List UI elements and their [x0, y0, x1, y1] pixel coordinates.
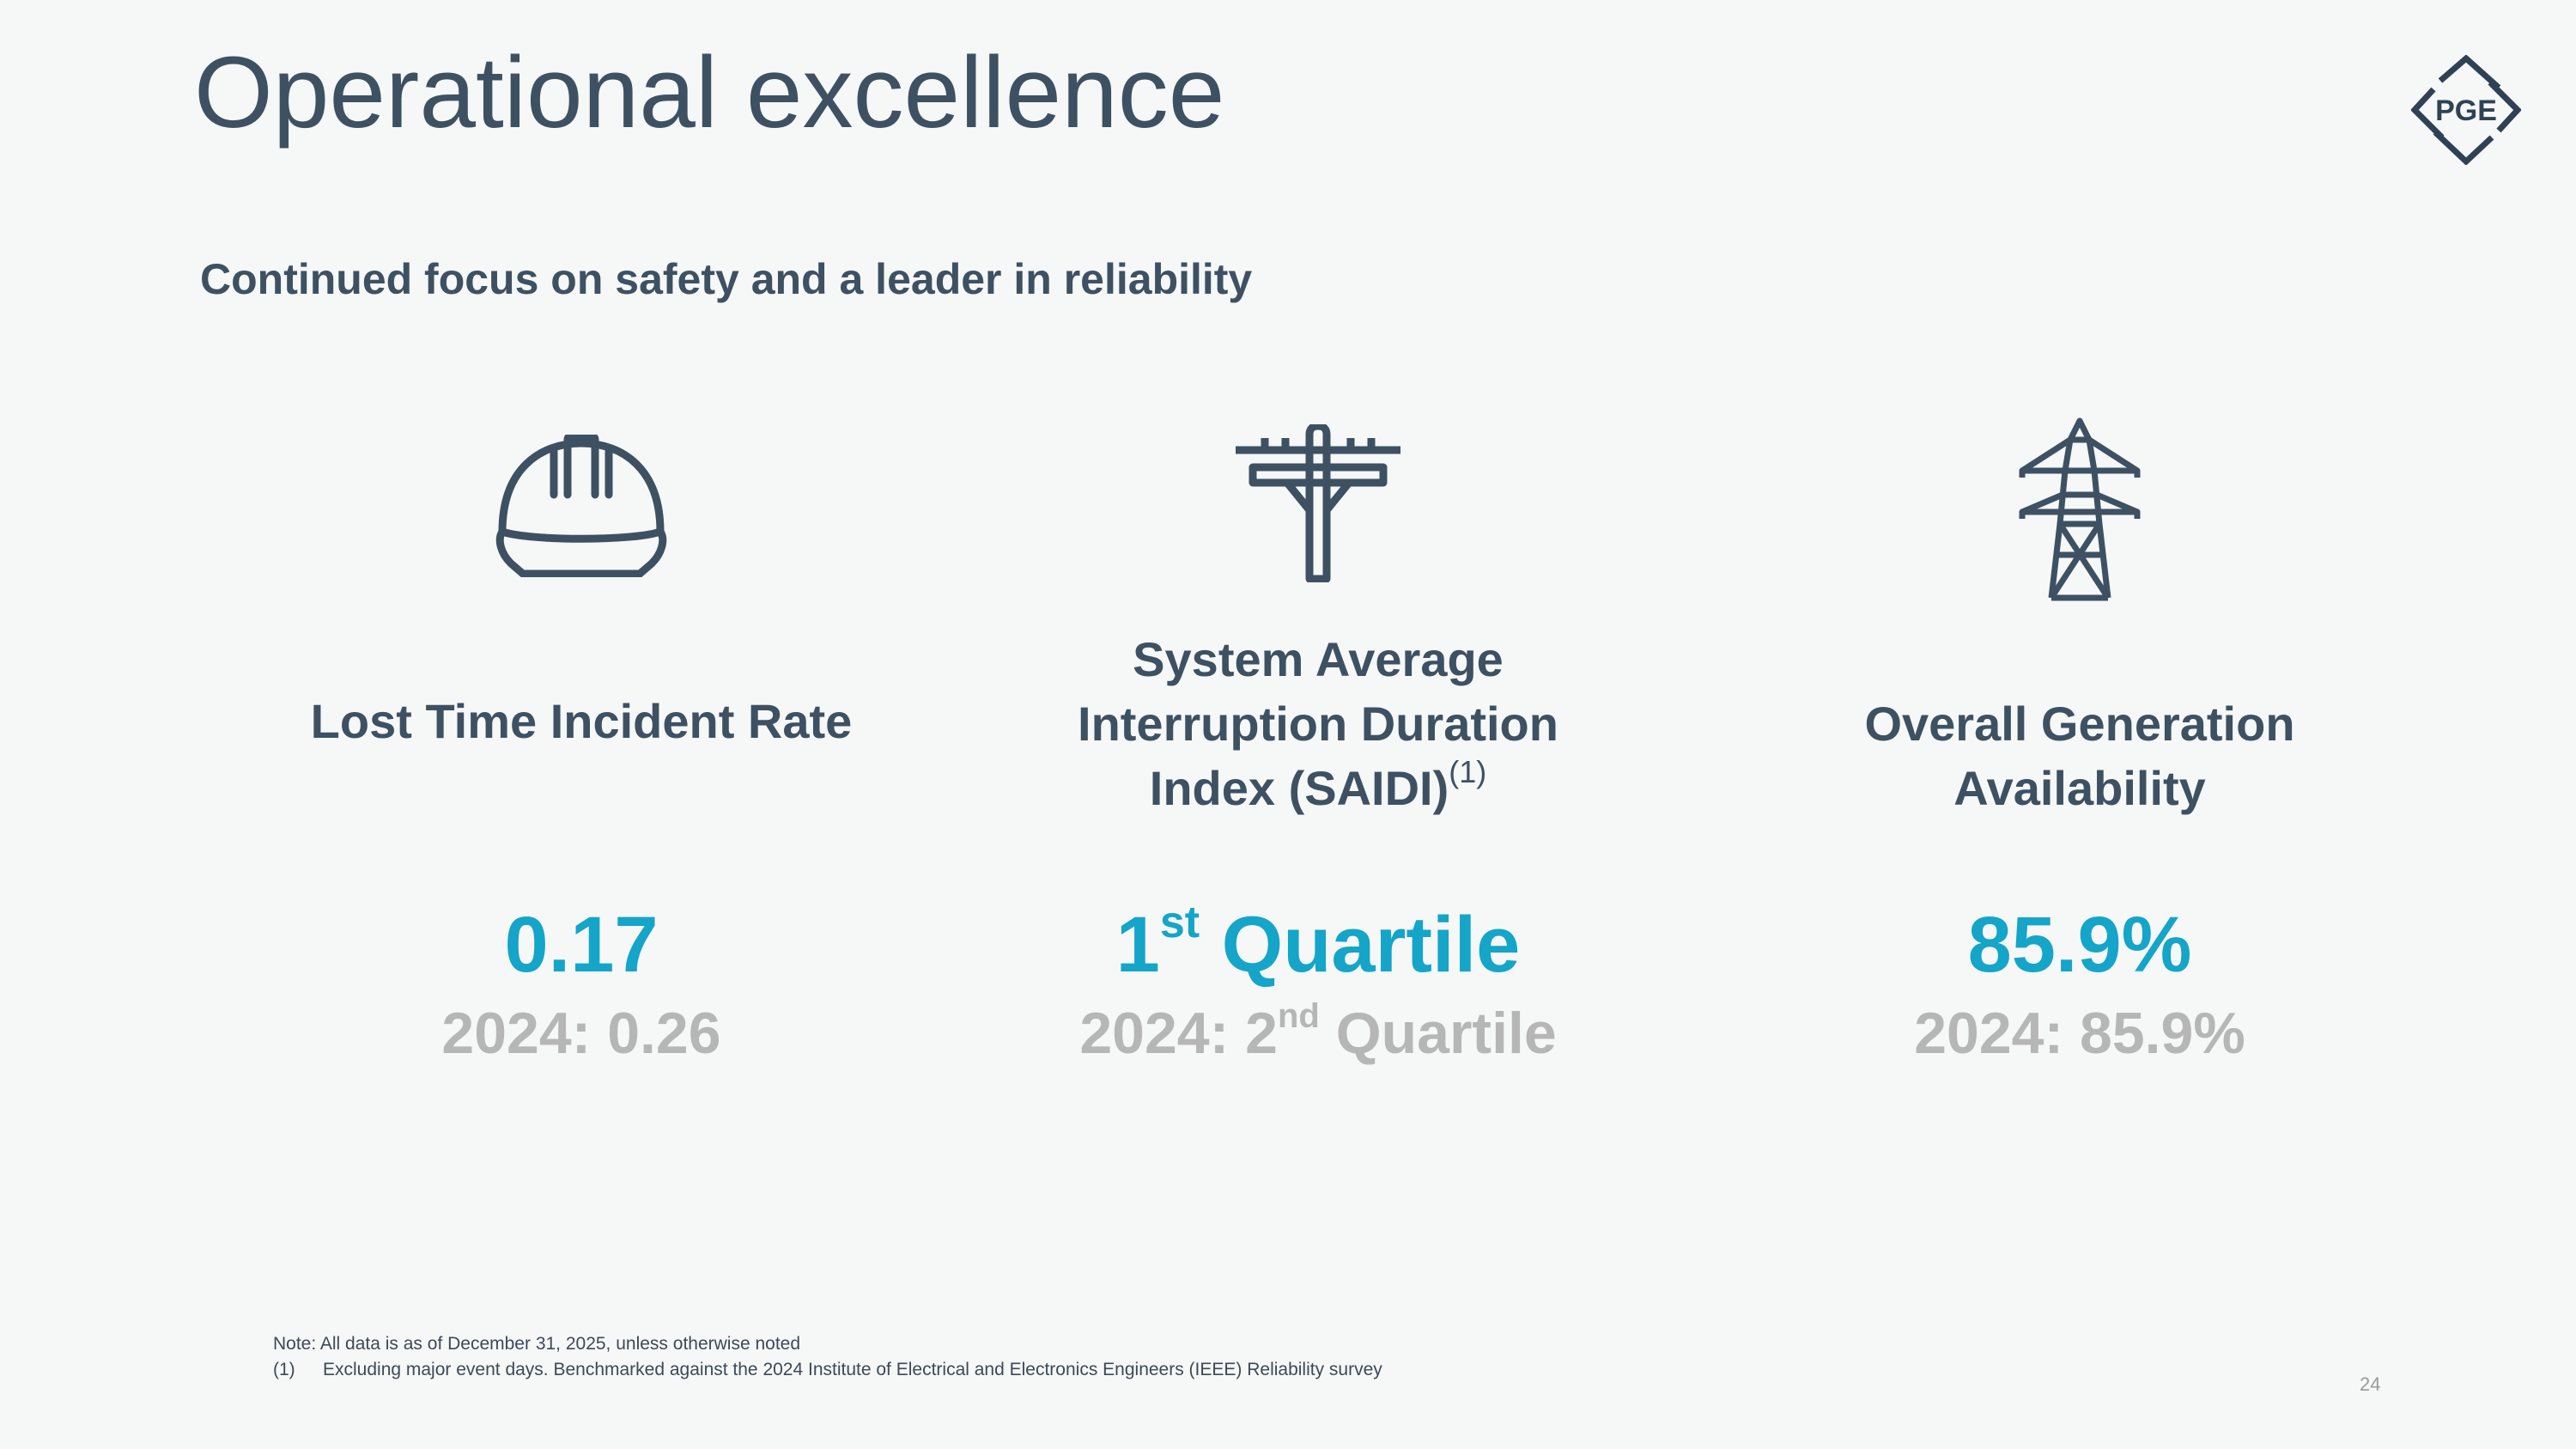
- prior-word: Quartile: [1319, 1001, 1557, 1066]
- prior-ordinal: nd: [1277, 997, 1320, 1035]
- label-text: Index (SAIDI): [1149, 761, 1449, 815]
- metric-card-saidi: System Average Interruption Duration Ind…: [975, 0, 1662, 1117]
- metric-value: 0.17: [504, 901, 659, 989]
- page-title: Operational excellence: [194, 36, 1225, 149]
- metric-prior-year: 2024: 0.26: [441, 1001, 721, 1066]
- label-line: System Average: [1133, 632, 1504, 686]
- metric-prior-year: 2024: 2nd Quartile: [975, 997, 1662, 1067]
- pge-logo: PGE: [2411, 55, 2521, 165]
- label-line: Interruption Duration: [1078, 697, 1558, 751]
- label-line: Availability: [1953, 761, 2206, 815]
- transmission-tower-icon: [2019, 417, 2141, 601]
- utility-pole-icon: [1236, 424, 1400, 582]
- footnote-1-marker: (1): [273, 1360, 295, 1379]
- page-number: 24: [2360, 1373, 2381, 1395]
- value-word: Quartile: [1200, 901, 1521, 989]
- metric-value: 1st Quartile: [975, 900, 1662, 990]
- logo-text: PGE: [2435, 94, 2497, 127]
- footnote-marker: (1): [1449, 754, 1487, 789]
- prior-prefix: 2024: 2: [1079, 1001, 1278, 1066]
- metric-prior-year: 2024: 85.9%: [1914, 1001, 2245, 1066]
- label-line: Overall Generation: [1864, 697, 2295, 751]
- metric-label: Overall Generation Availability: [1736, 691, 2423, 820]
- footnote-1-text: Excluding major event days. Benchmarked …: [323, 1360, 1382, 1379]
- metric-label: Lost Time Incident Rate: [310, 694, 853, 748]
- value-number: 1: [1115, 901, 1160, 989]
- footnote-1: (1) Excluding major event days. Benchmark…: [273, 1360, 1382, 1380]
- metric-card-generation: Overall Generation Availability 85.9% 20…: [1736, 0, 2423, 1117]
- section-subtitle: Continued focus on safety and a leader i…: [200, 255, 1253, 303]
- footnote-note: Note: All data is as of December 31, 202…: [273, 1334, 801, 1354]
- metric-value: 85.9%: [1967, 901, 2192, 989]
- metric-label: System Average Interruption Duration Ind…: [975, 627, 1662, 820]
- hard-hat-icon: [495, 435, 667, 577]
- value-ordinal: st: [1159, 898, 1200, 947]
- label-line: Index (SAIDI)(1): [975, 756, 1662, 820]
- metric-card-ltir: Lost Time Incident Rate 0.17 2024: 0.26: [238, 0, 925, 1117]
